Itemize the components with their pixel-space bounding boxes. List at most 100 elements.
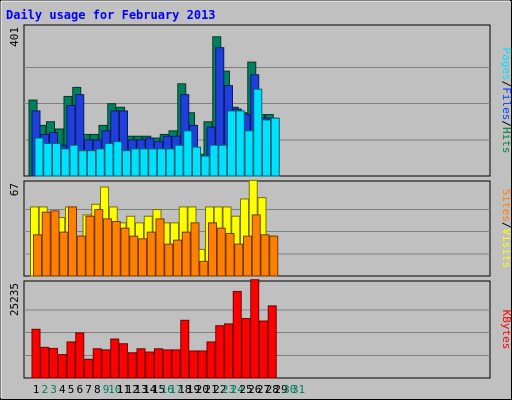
bar-visits-sites — [216, 227, 226, 277]
bar-hits-pages — [130, 148, 140, 177]
legend-entry: / — [500, 81, 512, 88]
x-tick-label: 26 — [248, 383, 261, 396]
bar-kbytes-kbytes — [189, 350, 198, 379]
bar-hits-pages — [209, 144, 219, 177]
x-tick-label: 30 — [283, 383, 296, 396]
x-tick-label: 12 — [126, 383, 139, 396]
legend-entry: Files — [500, 87, 512, 120]
bar-hits-pages — [270, 117, 280, 177]
bar-kbytes-kbytes — [215, 325, 225, 379]
panel-visits-ymax-label: 67 — [8, 183, 21, 196]
bar-kbytes-kbytes — [162, 349, 172, 379]
bar-kbytes-kbytes — [145, 351, 155, 379]
bar-hits-pages — [157, 148, 166, 177]
bar-kbytes-kbytes — [92, 348, 102, 379]
bar-kbytes-kbytes — [57, 354, 67, 379]
bar-visits-sites — [190, 222, 200, 277]
bar-hits-pages — [95, 148, 105, 177]
bar-hits-pages — [43, 142, 53, 177]
bar-visits-sites — [225, 232, 235, 277]
x-tick-label: 1 — [33, 383, 40, 396]
bar-visits-sites — [155, 218, 165, 277]
bar-kbytes-kbytes — [84, 358, 93, 379]
x-tick-label: 16 — [161, 383, 174, 396]
bar-kbytes-kbytes — [127, 352, 137, 379]
x-tick-label: 6 — [76, 383, 83, 396]
bar-kbytes-kbytes — [241, 317, 251, 379]
panel-hits-ymax-label: 401 — [8, 27, 21, 47]
x-tick-label: 13 — [134, 383, 147, 396]
x-tick-label: 14 — [143, 383, 157, 396]
bar-visits-sites — [251, 214, 261, 277]
bar-visits-sites — [76, 235, 86, 277]
x-tick-label: 21 — [204, 383, 217, 396]
panel-kbytes-ymax-label: 25235 — [8, 283, 21, 316]
bar-visits-sites — [260, 234, 270, 277]
bar-visits-sites — [68, 206, 77, 277]
bar-hits-pages — [69, 144, 79, 177]
x-tick-label: 9 — [103, 383, 110, 396]
bar-visits-sites — [59, 231, 69, 277]
bar-hits-pages — [200, 155, 210, 177]
bar-hits-pages — [253, 88, 263, 177]
bar-hits-pages — [104, 142, 114, 177]
x-tick-label: 23 — [222, 383, 235, 396]
bar-visits-sites — [173, 239, 182, 277]
x-tick-label: 15 — [152, 383, 165, 396]
x-tick-label: 11 — [117, 383, 130, 396]
bar-hits-pages — [235, 110, 245, 177]
bar-hits-pages — [262, 119, 271, 177]
chart-panels: 401 Pages/Files/Hits 67 Sites/Visits 25235 KB… — [8, 24, 512, 379]
bar-visits-sites — [164, 243, 174, 277]
bar-hits-pages — [165, 148, 175, 177]
bar-hits-pages — [113, 141, 123, 177]
bar-kbytes-kbytes — [197, 350, 207, 379]
bar-kbytes-kbytes — [136, 348, 146, 379]
bar-hits-pages — [218, 144, 228, 177]
x-tick-label: 18 — [178, 383, 191, 396]
chart-title: Daily usage for February 2013 — [6, 8, 216, 22]
bar-hits-pages — [60, 148, 70, 177]
x-tick-label: 28 — [266, 383, 279, 396]
bar-visits-sites — [33, 234, 42, 277]
x-tick-label: 5 — [68, 383, 75, 396]
bar-kbytes-kbytes — [154, 348, 163, 379]
x-tick-label: 20 — [196, 383, 209, 396]
bar-visits-sites — [50, 210, 60, 277]
bar-kbytes-kbytes — [75, 332, 85, 379]
bar-visits-sites — [146, 231, 156, 277]
bar-kbytes-kbytes — [224, 323, 233, 379]
bar-hits-pages — [139, 148, 149, 177]
bar-kbytes-kbytes — [232, 290, 242, 379]
legend-entry: / — [500, 120, 512, 127]
bar-kbytes-kbytes — [66, 341, 76, 379]
bar-hits-pages — [174, 144, 184, 177]
panel-visits-legend: Sites/Visits — [500, 189, 512, 269]
panel-hits-legend: Pages/Files/Hits — [500, 48, 512, 154]
bar-kbytes-kbytes — [267, 305, 277, 379]
legend-entry: KBytes — [500, 310, 512, 350]
bar-hits-pages — [34, 137, 44, 177]
bar-kbytes-kbytes — [110, 338, 120, 379]
bar-kbytes-kbytes — [259, 320, 268, 379]
x-tick-label: 31 — [292, 383, 305, 396]
bar-visits-sites — [129, 235, 139, 277]
bar-kbytes-kbytes — [31, 328, 41, 379]
bar-visits-sites — [138, 238, 147, 277]
x-tick-label: 19 — [187, 383, 200, 396]
x-tick-label: 24 — [231, 383, 245, 396]
panel-kbytes-legend: KBytes — [500, 310, 512, 350]
bar-kbytes-kbytes — [206, 341, 216, 379]
bar-kbytes-kbytes — [171, 349, 181, 379]
x-tick-label: 2 — [41, 383, 48, 396]
bar-visits-sites — [103, 218, 112, 277]
bar-hits-pages — [192, 146, 201, 177]
legend-entry: / — [500, 222, 512, 229]
bar-visits-sites — [181, 231, 191, 277]
x-tick-label: 8 — [94, 383, 101, 396]
bar-hits-pages — [78, 150, 88, 177]
x-tick-label: 4 — [59, 383, 66, 396]
x-tick-label: 7 — [85, 383, 92, 396]
bar-hits-pages — [183, 130, 193, 177]
bar-visits-sites — [199, 260, 209, 277]
